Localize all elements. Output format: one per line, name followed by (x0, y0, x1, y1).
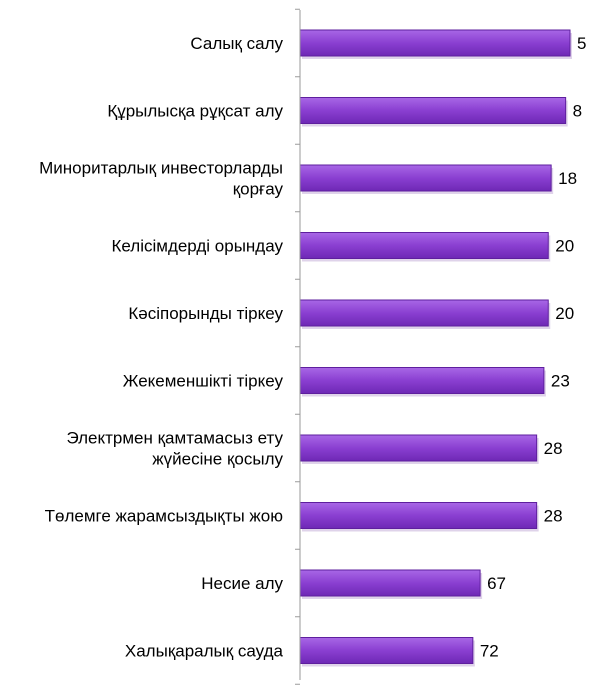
category-label-6: Жекеменшікті тіркеу (123, 372, 284, 391)
bar-10 (299, 637, 474, 664)
value-label-1: 5 (577, 34, 586, 53)
category-label-3: Миноритарлық инвесторларды қорғау (39, 159, 283, 199)
bar-6 (299, 367, 545, 394)
value-label-7: 28 (544, 439, 563, 458)
axis-group (295, 8, 301, 685)
value-label-9: 67 (487, 574, 506, 593)
category-label-5: Кәсіпорынды тіркеу (128, 304, 283, 323)
category-label-4: Келісімдерді орындау (111, 237, 283, 256)
bar-5 (299, 299, 549, 327)
value-label-3: 18 (558, 169, 577, 188)
category-label-9: Несие алу (201, 574, 283, 593)
value-label-2: 8 (573, 102, 582, 121)
category-label-10: Халықаралық сауда (125, 642, 284, 661)
value-label-5: 20 (555, 304, 574, 323)
bars-group (299, 29, 572, 667)
category-labels-group: Салық салу Құрылысқа рұқсат алу Миноритарл… (39, 34, 283, 661)
bar-3 (299, 164, 552, 192)
category-label-2: Құрылысқа рұқсат алу (107, 102, 283, 121)
bar-2 (299, 97, 567, 124)
value-label-10: 72 (480, 642, 499, 661)
category-label-8: Төлемге жарамсыздықты жою (45, 507, 284, 526)
value-label-4: 20 (555, 237, 574, 256)
category-label-1: Салық салу (190, 34, 283, 53)
bar-4 (299, 232, 549, 259)
value-labels-group: 5 8 18 20 20 23 28 28 67 72 (480, 34, 587, 661)
bar-7 (299, 434, 538, 462)
category-label-7: Электрмен қамтамасыз ету жүйесіне қосылу (66, 429, 283, 469)
bar-8 (299, 502, 538, 529)
value-label-8: 28 (544, 507, 563, 526)
bar-9 (299, 569, 481, 597)
value-label-6: 23 (551, 372, 570, 391)
bar-1 (299, 29, 571, 57)
